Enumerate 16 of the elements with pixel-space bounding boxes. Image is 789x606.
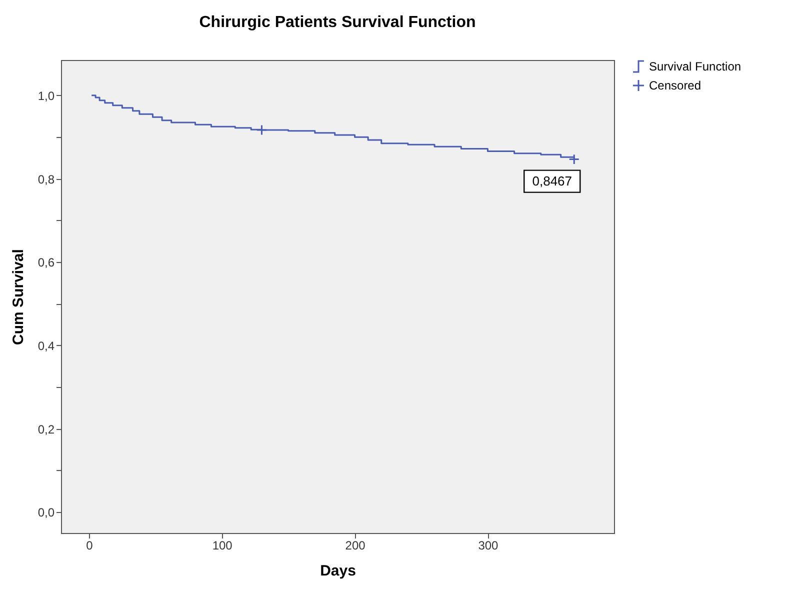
chart-title: Chirurgic Patients Survival Function (199, 14, 476, 31)
y-axis-title: Cum Survival (10, 249, 27, 345)
y-tick-label: 0,8 (38, 172, 55, 186)
y-tick-label: 0,4 (38, 338, 55, 353)
y-tick-label: 0,6 (38, 256, 55, 270)
x-axis-title: Days (320, 562, 356, 580)
legend-label: Survival Function (649, 60, 742, 74)
x-tick-label: 100 (212, 538, 233, 552)
y-tick-label: 1,0 (38, 88, 55, 103)
x-tick-label: 0 (86, 538, 94, 552)
y-tick-label: 0,2 (38, 422, 55, 436)
annotation: 0,8467 (532, 173, 572, 188)
y-tick-label: 0,0 (38, 506, 55, 520)
legend-label: Censored (649, 78, 702, 92)
x-tick-label: 300 (478, 538, 499, 552)
x-tick-label: 200 (345, 538, 366, 552)
